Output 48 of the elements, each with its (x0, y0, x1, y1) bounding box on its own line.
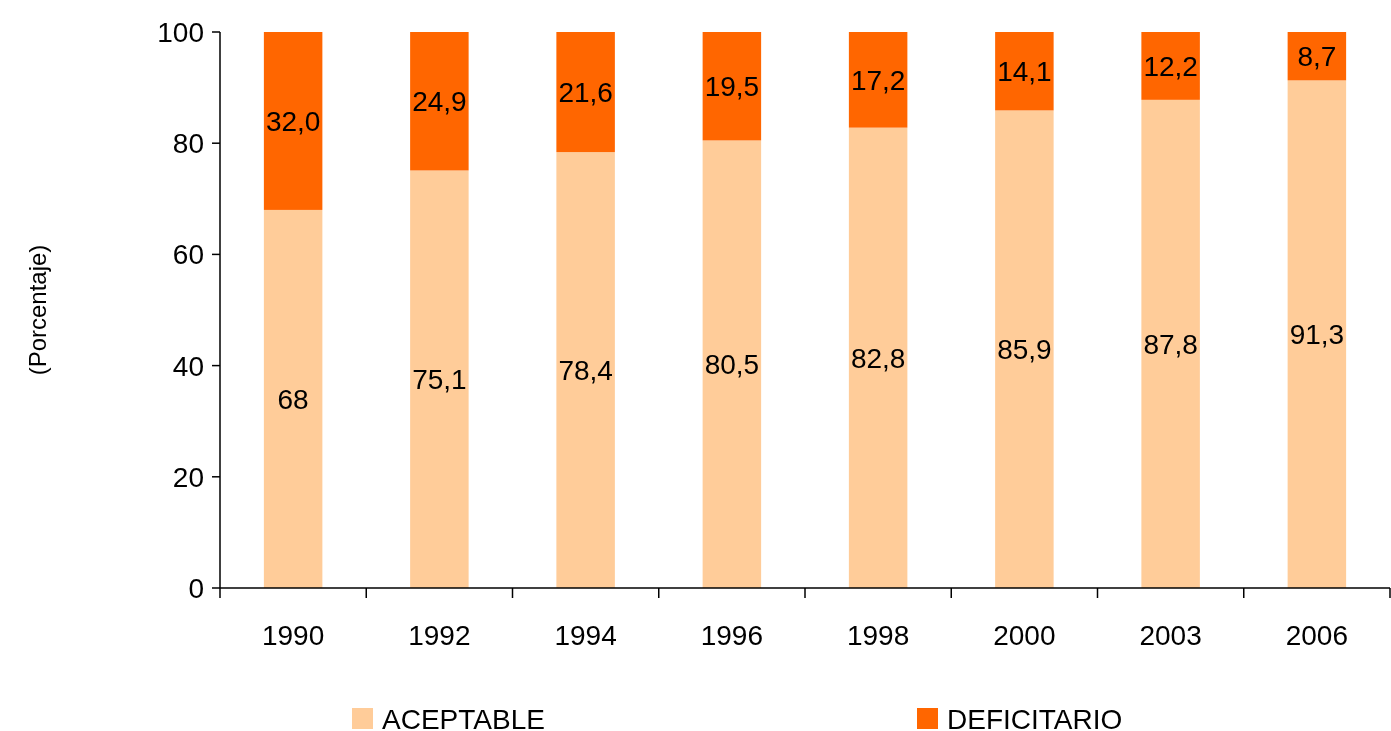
bar (995, 32, 1054, 111)
data-label: 68 (277, 383, 309, 415)
y-tick-label: 0 (188, 573, 204, 604)
data-label: 82,8 (850, 342, 906, 374)
data-label: 17,2 (850, 64, 906, 96)
bar (702, 32, 762, 141)
legend-label: DEFICITARIO (947, 704, 1123, 731)
x-tick-label: 1994 (554, 620, 617, 651)
bar (410, 170, 469, 588)
bar (410, 32, 469, 171)
data-label: 19,5 (704, 71, 760, 103)
y-tick-label: 100 (157, 17, 204, 48)
y-tick-label: 40 (172, 350, 204, 382)
bar (1141, 32, 1200, 100)
data-label: 14,1 (997, 56, 1052, 88)
y-axis-title: (Porcentaje) (24, 244, 51, 376)
data-label: 80,5 (704, 349, 760, 381)
y-tick-label: 20 (172, 461, 204, 493)
x-tick-label: 1996 (700, 620, 764, 651)
data-label: 91,3 (1289, 319, 1345, 351)
data-label: 85,9 (997, 334, 1052, 366)
x-tick-label: 1992 (408, 620, 471, 651)
legend-label: ACEPTABLE (382, 704, 545, 731)
data-label: 24,9 (412, 86, 467, 118)
data-label: 32,0 (265, 105, 321, 137)
bar (848, 127, 908, 588)
data-label: 78,4 (558, 355, 613, 387)
bar (556, 32, 615, 153)
x-tick-label: 2003 (1139, 620, 1202, 651)
x-tick-label: 2000 (993, 620, 1056, 651)
bar (263, 32, 323, 210)
data-label: 75,1 (412, 364, 467, 396)
x-tick-label: 1998 (846, 620, 910, 651)
bar (1141, 99, 1200, 588)
data-label: 12,2 (1143, 50, 1198, 82)
y-tick-label: 60 (172, 239, 204, 271)
bar (702, 140, 762, 588)
bar (848, 32, 908, 128)
x-tick-label: 1990 (261, 620, 325, 651)
data-label: 21,6 (558, 77, 613, 109)
data-label: 87,8 (1143, 328, 1198, 360)
data-label: 8,7 (1297, 41, 1337, 73)
y-tick-label: 80 (172, 128, 204, 160)
bar (1287, 80, 1347, 588)
bar (556, 152, 615, 588)
bar (263, 209, 323, 588)
bar (995, 110, 1054, 588)
x-tick-label: 2006 (1285, 620, 1349, 651)
